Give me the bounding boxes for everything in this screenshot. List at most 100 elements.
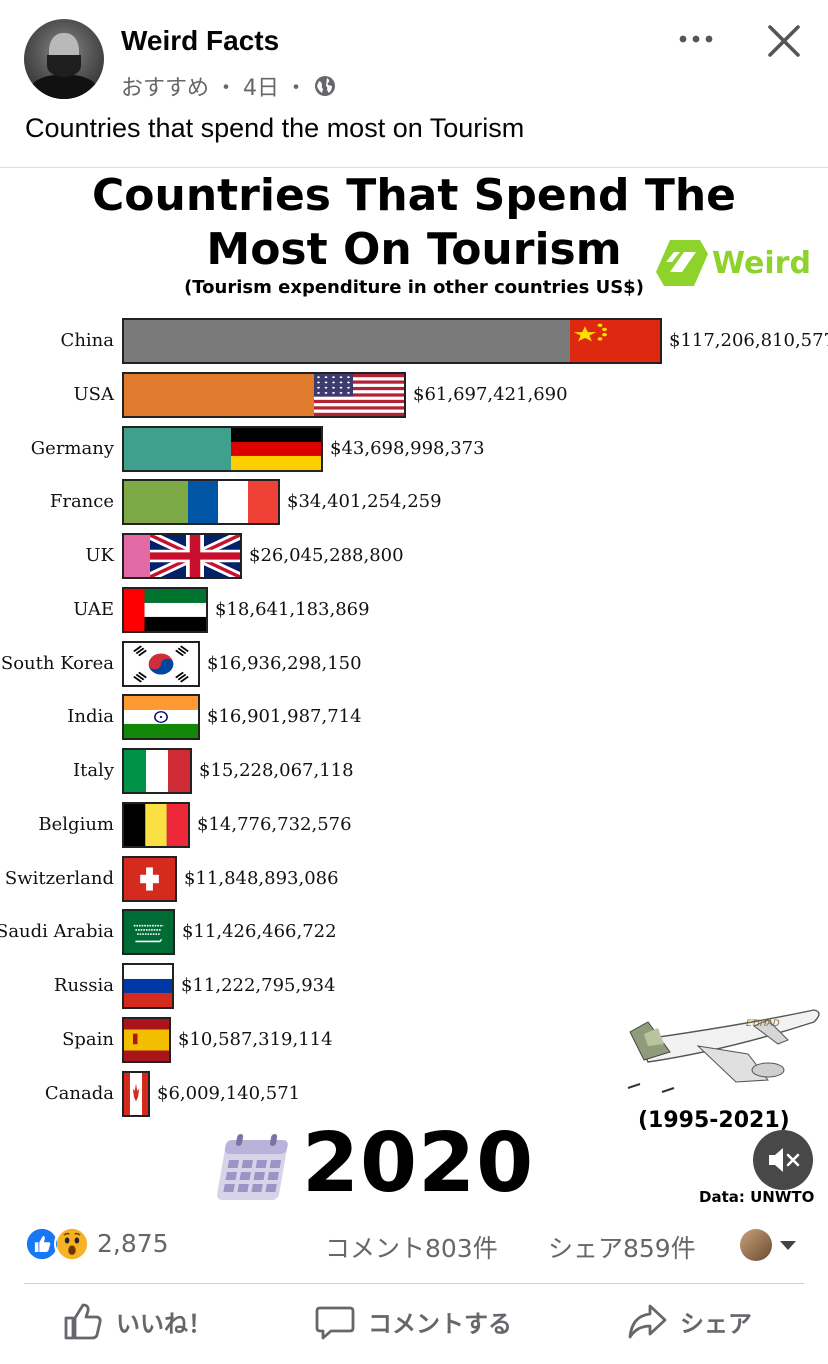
post-meta: おすすめ ・ 4日 ・	[121, 70, 337, 102]
bar	[122, 855, 177, 902]
bar-value: $15,228,067,118	[199, 760, 354, 781]
chevron-down-icon[interactable]	[778, 1238, 798, 1252]
year-label: 2020	[302, 1116, 535, 1204]
bar	[122, 1016, 171, 1063]
bar-label: Russia	[53, 975, 114, 996]
close-icon[interactable]	[763, 20, 805, 62]
bar-label: Belgium	[38, 813, 114, 835]
video-subtitle: (Tourism expenditure in other countries …	[184, 277, 644, 298]
weird-logo: Weird	[656, 238, 811, 288]
divider	[0, 167, 828, 168]
bar-value: $11,222,795,934	[181, 975, 336, 996]
page-avatar[interactable]	[24, 19, 104, 99]
flag-icon	[124, 911, 173, 954]
bar-value: $14,776,732,576	[197, 813, 352, 835]
bar	[122, 963, 174, 1009]
reaction-count[interactable]: 2,875	[97, 1229, 169, 1258]
flag-icon	[124, 588, 206, 631]
bar-value: $16,936,298,150	[207, 652, 362, 674]
bar-value: $11,848,893,086	[184, 867, 339, 889]
wow-reaction-icon	[54, 1226, 90, 1262]
page-name[interactable]: Weird Facts	[121, 25, 280, 56]
flag-icon	[124, 750, 190, 792]
bar-label: France	[49, 491, 114, 513]
bar-label: Germany	[30, 437, 114, 459]
bar-value: $61,697,421,690	[413, 383, 568, 405]
more-dots-icon[interactable]	[674, 24, 718, 54]
flag-icon	[124, 696, 198, 739]
meta-separator: ・	[285, 76, 308, 101]
bar	[122, 801, 190, 848]
share-button[interactable]: シェア	[626, 1300, 752, 1342]
bar-label: Canada	[44, 1082, 114, 1104]
flag-icon	[124, 965, 172, 1007]
recommended-label: おすすめ	[121, 76, 210, 101]
bar-value: $16,901,987,714	[207, 706, 362, 728]
comment-count[interactable]: コメント803件	[325, 1234, 498, 1263]
period-label: (1995-2021)	[638, 1108, 790, 1133]
bar-value: $18,641,183,869	[215, 598, 370, 620]
weird-logo-icon	[656, 240, 708, 286]
flag-icon	[124, 857, 175, 900]
divider	[24, 1283, 804, 1284]
mute-button[interactable]	[753, 1130, 813, 1190]
flag-icon	[188, 481, 278, 524]
globe-icon	[315, 76, 336, 96]
bar	[122, 318, 662, 364]
flag-icon	[124, 1072, 148, 1115]
bar-label: UAE	[73, 598, 114, 620]
thumbs-up-icon	[64, 1303, 102, 1340]
bar-value: $34,401,254,259	[287, 491, 442, 513]
bar-label: Italy	[72, 760, 114, 781]
bar	[122, 586, 208, 633]
source-label: Data: UNWTO	[699, 1188, 815, 1204]
bar	[122, 425, 323, 472]
comment-bubble-icon	[315, 1306, 355, 1340]
airplane-icon: ETIHAD	[627, 1009, 820, 1093]
flag-icon	[124, 1018, 169, 1061]
flag-icon	[150, 535, 240, 577]
video-title-line2: Most On Tourism	[206, 224, 622, 275]
bar-label: Switzerland	[4, 867, 114, 889]
flag-icon	[570, 320, 660, 362]
like-label: いいね！	[116, 1309, 212, 1338]
bar	[122, 694, 200, 741]
flag-icon	[314, 373, 404, 416]
bar	[122, 748, 192, 794]
bar-label: USA	[73, 383, 115, 405]
video-player[interactable]: Countries That Spend The Most On Tourism…	[0, 168, 828, 1204]
speaker-muted-icon	[769, 1148, 800, 1172]
bar-label: India	[67, 706, 114, 728]
bar-label: Spain	[62, 1028, 114, 1050]
plane-livery-text: ETIHAD	[746, 1019, 780, 1029]
comment-button[interactable]: コメントする	[314, 1300, 512, 1342]
like-button[interactable]: いいね！	[62, 1300, 212, 1342]
post-caption: Countries that spend the most on Tourism	[25, 113, 525, 143]
post-time[interactable]: 4日	[243, 76, 280, 101]
bar-value: $11,426,466,722	[182, 921, 337, 943]
weird-logo-text: Weird	[712, 245, 811, 281]
bar-label: Saudi Arabia	[0, 921, 114, 943]
viewer-avatar[interactable]	[740, 1229, 772, 1261]
bar-value: $10,587,319,114	[178, 1028, 333, 1050]
reaction-icons[interactable]	[24, 1226, 90, 1262]
bar	[122, 640, 200, 687]
bar-value: $43,698,998,373	[330, 437, 485, 459]
share-label: シェア	[680, 1309, 752, 1338]
bar	[122, 533, 242, 579]
bar	[122, 479, 280, 526]
calendar-icon	[216, 1134, 288, 1200]
bar-value: $117,206,810,577	[669, 330, 828, 351]
share-arrow-icon	[628, 1304, 667, 1339]
flag-icon	[231, 427, 321, 470]
bar-label: UK	[85, 545, 114, 566]
video-title-line1: Countries That Spend The	[91, 170, 737, 221]
bar-value: $26,045,288,800	[249, 545, 404, 566]
bar-label: China	[60, 330, 114, 351]
bar-value: $6,009,140,571	[157, 1082, 301, 1104]
bar	[122, 1070, 150, 1117]
bar-label: South Korea	[0, 652, 114, 674]
comment-label: コメントする	[368, 1309, 512, 1338]
share-count[interactable]: シェア859件	[548, 1234, 696, 1263]
flag-icon	[124, 642, 198, 685]
